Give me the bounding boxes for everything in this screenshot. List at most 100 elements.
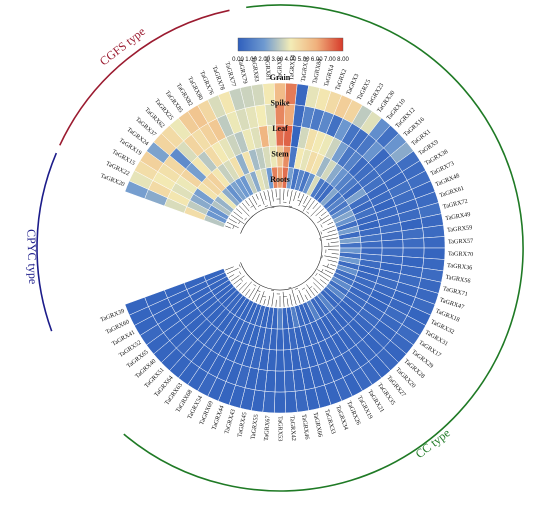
- gene-label: TaGRX44: [211, 405, 226, 431]
- dendrogram-branch: [305, 289, 312, 299]
- dendrogram-branch: [263, 191, 267, 201]
- gene-label: TaGRX83: [250, 56, 260, 82]
- dendrogram-branch: [245, 289, 251, 296]
- dendrogram-branch: [238, 282, 247, 291]
- dendrogram-branch: [291, 289, 297, 305]
- dendrogram-branch: [240, 205, 323, 291]
- dendrogram-branch: [241, 281, 252, 294]
- dendrogram-branch: [309, 286, 313, 289]
- gene-label: TaGRX8: [276, 58, 283, 80]
- gene-label: TaGRX4: [323, 64, 336, 87]
- gene-label: TaGRX59: [447, 224, 473, 234]
- heatmap-cells: [124, 82, 446, 414]
- dendrogram-branch: [230, 275, 240, 282]
- gene-label: TaGRX45: [236, 412, 248, 438]
- dendrogram-branch: [226, 221, 239, 229]
- dendrogram-branch: [259, 192, 265, 205]
- dendrogram-branch: [322, 218, 332, 224]
- group-label: CGFS type: [97, 24, 148, 68]
- dendrogram-branch: [264, 205, 268, 207]
- group-arc: [36, 152, 58, 332]
- ring-label: Roots: [270, 175, 290, 184]
- dendrogram-branch: [248, 197, 257, 210]
- dendrogram-branch: [303, 195, 308, 204]
- legend-tick-label: 5.00: [298, 57, 310, 63]
- dendrogram-branch: [327, 259, 338, 263]
- gene-label: TaGRX53: [277, 416, 284, 441]
- heatmap-cell: [275, 349, 285, 372]
- dendrogram-branch: [320, 211, 327, 217]
- dendrogram-branch: [267, 295, 271, 306]
- dendrogram-branch: [306, 284, 315, 296]
- gene-label: TaGRX36: [447, 262, 473, 272]
- legend-tick-label: 4.00: [285, 57, 297, 63]
- dendrogram-branch: [317, 214, 330, 224]
- gene-label: TaGRX11: [300, 56, 310, 82]
- dendrogram-branch: [228, 274, 235, 278]
- dendrogram-branch: [322, 265, 335, 271]
- dendrogram-branch: [225, 266, 234, 271]
- dendrogram-branch: [312, 202, 319, 210]
- dendrogram: [225, 189, 339, 307]
- group-label: CPYC type: [24, 229, 40, 284]
- dendrogram-branch: [257, 290, 261, 293]
- dendrogram-branch: [240, 278, 244, 282]
- gene-label: TaGRX43: [223, 409, 237, 435]
- dendrogram-branch: [252, 195, 258, 205]
- gene-label: TaGRX71: [442, 285, 468, 298]
- dendrogram-branch: [315, 273, 318, 276]
- dendrogram-branch: [225, 225, 231, 229]
- heatmap-cell: [284, 370, 296, 393]
- dendrogram-branch: [320, 231, 323, 235]
- dendrogram-branch: [321, 255, 323, 259]
- dendrogram-branch: [228, 218, 237, 224]
- dendrogram-branch: [232, 225, 235, 229]
- group-label: CC type: [413, 426, 453, 461]
- legend-tick-labels: 0.00 1.00 2.00 3.00 4.00 5.00 6.00 7.00 8.00: [232, 57, 349, 63]
- dendrogram-branch: [301, 287, 306, 290]
- color-legend: 0.00 1.00 2.00 3.00 4.00 5.00 6.00 7.00 8.00: [232, 37, 349, 63]
- gene-label: TaGRX2: [334, 68, 348, 91]
- dendrogram-branch: [327, 221, 334, 225]
- ring-label: Spike: [270, 99, 290, 108]
- dendrogram-branch: [235, 208, 243, 215]
- dendrogram-branch: [327, 263, 329, 268]
- heatmap-cell: [274, 370, 286, 393]
- dendrogram-branch: [271, 289, 275, 291]
- legend-tick-label: 8.00: [337, 57, 349, 63]
- ring-label: Stem: [271, 150, 289, 159]
- dendrogram-branch: [259, 291, 265, 304]
- heatmap-cell: [284, 390, 298, 414]
- gene-label: TaGRX81: [263, 55, 272, 81]
- dendrogram-branch: [306, 211, 310, 214]
- gene-label: TaGRX72: [442, 198, 468, 211]
- heatmap-cell: [423, 236, 446, 249]
- dendrogram-branch: [238, 221, 241, 225]
- dendrogram-branch: [307, 200, 315, 211]
- heatmap-cell: [276, 328, 284, 351]
- legend-tick-label: 0.00: [232, 57, 244, 63]
- heatmap-cell: [402, 237, 425, 249]
- dendrogram-branch: [320, 224, 323, 228]
- dendrogram-branch: [304, 294, 308, 301]
- heatmap-cell: [273, 391, 287, 414]
- gene-label: TaGRX49: [445, 211, 471, 222]
- dendrogram-branch: [315, 208, 325, 217]
- dendrogram-branch: [226, 267, 239, 275]
- dendrogram-branch: [293, 191, 297, 201]
- dendrogram-branch: [289, 293, 293, 306]
- dendrogram-branch: [282, 291, 285, 307]
- gene-label: TaGRX33: [323, 409, 337, 435]
- dendrogram-branch: [271, 292, 274, 307]
- dendrogram-branch: [235, 282, 242, 288]
- dendrogram-branch: [327, 229, 337, 233]
- dendrogram-branch: [313, 287, 319, 294]
- dendrogram-branch: [262, 295, 267, 298]
- dendrogram-branch: [288, 287, 292, 289]
- dendrogram-branch: [275, 189, 277, 198]
- gene-label: TaGRX46: [300, 414, 310, 440]
- dendrogram-branch: [255, 193, 259, 200]
- group-arc: [123, 4, 524, 492]
- dendrogram-branch: [294, 287, 298, 290]
- dendrogram-branch: [271, 189, 274, 202]
